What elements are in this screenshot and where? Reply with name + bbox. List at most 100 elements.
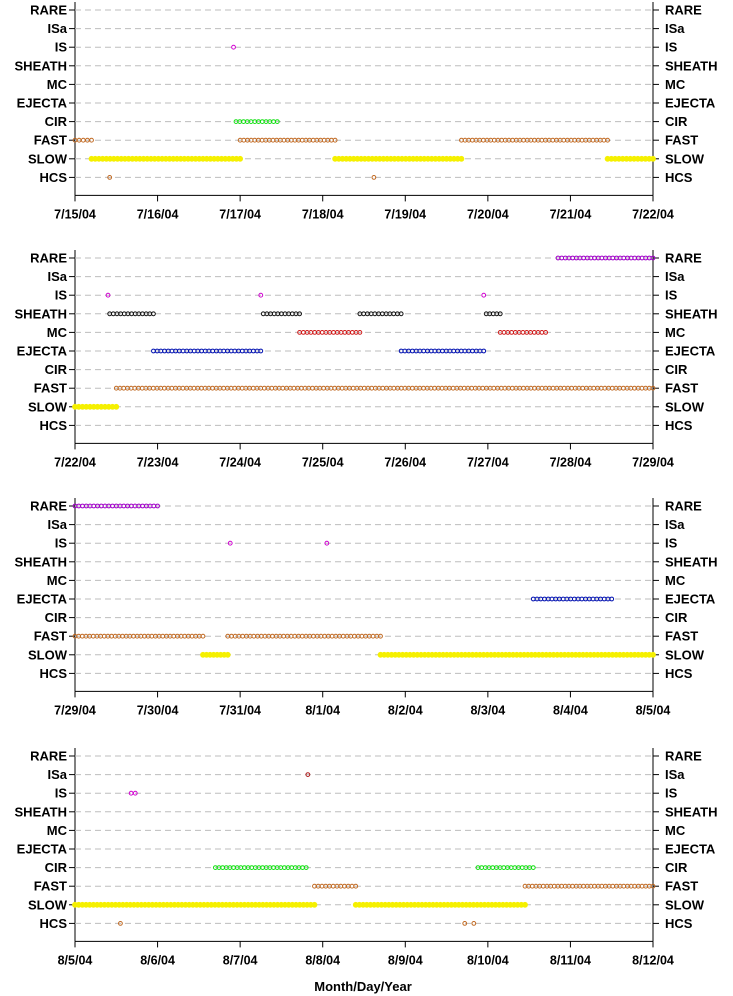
- x-tick-label: 8/5/04: [58, 953, 93, 967]
- data-point-mc: [331, 330, 336, 335]
- x-tick-label: 8/9/04: [388, 953, 423, 967]
- data-point-is: [324, 540, 330, 546]
- x-tick-label: 7/21/04: [550, 207, 592, 221]
- interval-is: [324, 540, 330, 546]
- interval-slow: [332, 155, 465, 162]
- y-label-left-ejecta: EJECTA: [17, 842, 68, 857]
- interval-ejecta: [151, 348, 264, 354]
- x-tick-label: 7/23/04: [137, 455, 179, 469]
- data-point-hcs: [471, 921, 477, 926]
- x-tick-label: 7/28/04: [550, 455, 592, 469]
- y-label-right-rare: RARE: [665, 3, 702, 18]
- x-tick-label: 8/6/04: [140, 953, 175, 967]
- y-label-left-isa: ISa: [47, 269, 67, 284]
- x-tick-label: 8/11/04: [550, 953, 591, 967]
- interval-cir: [212, 865, 309, 870]
- data-point-sheath: [398, 311, 404, 317]
- interval-hcs: [107, 175, 113, 180]
- y-label-left-slow: SLOW: [28, 151, 68, 166]
- interval-hcs: [462, 921, 468, 926]
- x-tick-label: 7/29/04: [54, 703, 96, 717]
- y-label-left-isa: ISa: [47, 767, 67, 782]
- data-point-sheath: [497, 311, 503, 317]
- y-label-left-isa: ISa: [47, 21, 67, 36]
- y-label-left-sheath: SHEATH: [15, 804, 67, 819]
- y-label-left-hcs: HCS: [40, 418, 68, 433]
- interval-hcs: [118, 921, 123, 926]
- y-label-left-rare: RARE: [30, 3, 67, 18]
- y-label-right-is: IS: [665, 786, 678, 801]
- interval-rare: [555, 255, 656, 261]
- y-label-left-mc: MC: [47, 573, 68, 588]
- y-label-right-rare: RARE: [665, 251, 702, 266]
- interval-slow: [88, 155, 244, 162]
- data-point-fast: [605, 137, 610, 143]
- y-label-right-fast: FAST: [665, 133, 698, 148]
- x-tick-label: 7/24/04: [219, 455, 261, 469]
- data-point-rare: [155, 503, 160, 509]
- data-point-is: [227, 540, 233, 546]
- interval-cir: [475, 865, 536, 870]
- data-point-fast: [80, 137, 86, 143]
- x-tick-label: 7/19/04: [384, 207, 426, 221]
- x-tick-label: 7/15/04: [54, 207, 96, 221]
- y-label-right-sheath: SHEATH: [665, 306, 717, 321]
- data-point-fast: [330, 883, 336, 889]
- data-point-slow: [113, 403, 120, 410]
- y-label-right-hcs: HCS: [665, 418, 693, 433]
- interval-sheath: [260, 311, 302, 317]
- data-point-fast: [650, 385, 656, 391]
- interval-fast: [72, 137, 94, 143]
- interval-hcs: [471, 921, 477, 926]
- data-point-sheath: [297, 311, 302, 317]
- y-label-right-hcs: HCS: [665, 666, 693, 681]
- y-label-left-sheath: SHEATH: [15, 306, 67, 321]
- data-point-slow: [650, 651, 656, 658]
- y-label-right-isa: ISa: [665, 767, 685, 782]
- x-tick-label: 7/30/04: [137, 703, 179, 717]
- data-point-rare: [650, 255, 656, 261]
- data-point-fast: [650, 883, 656, 889]
- y-label-left-hcs: HCS: [40, 916, 68, 931]
- data-point-ejecta: [470, 348, 475, 354]
- data-point-is: [231, 44, 236, 50]
- y-label-left-sheath: SHEATH: [15, 554, 67, 569]
- data-point-rare: [80, 503, 85, 509]
- interval-sheath: [483, 311, 503, 317]
- panel-3: RARE RARE ISa ISa IS IS SHEATH SHEATH MC MC EJECTA…: [15, 498, 717, 717]
- y-label-right-slow: SLOW: [665, 151, 705, 166]
- x-tick-label: 7/22/04: [54, 455, 96, 469]
- data-point-mc: [349, 330, 355, 335]
- y-label-left-cir: CIR: [45, 610, 68, 625]
- y-label-left-cir: CIR: [45, 114, 68, 129]
- data-point-hcs: [118, 921, 123, 926]
- data-point-is: [481, 292, 487, 298]
- interval-isa: [305, 772, 311, 777]
- x-tick-label: 7/22/04: [632, 207, 674, 221]
- y-label-right-is: IS: [665, 536, 678, 551]
- x-tick-label: 8/3/04: [470, 703, 505, 717]
- data-point-fast: [89, 137, 94, 143]
- data-point-ejecta: [440, 348, 445, 354]
- y-label-right-rare: RARE: [665, 499, 702, 514]
- y-label-right-slow: SLOW: [665, 399, 705, 414]
- x-tick-label: 8/5/04: [636, 703, 671, 717]
- y-label-right-is: IS: [665, 288, 678, 303]
- data-point-sheath: [361, 311, 367, 317]
- y-label-left-cir: CIR: [45, 362, 68, 377]
- interval-sheath: [357, 311, 404, 317]
- interval-slow: [352, 901, 528, 908]
- interval-ejecta: [530, 596, 615, 602]
- data-point-ejecta: [258, 348, 264, 354]
- y-label-right-mc: MC: [665, 573, 686, 588]
- interval-is: [231, 44, 236, 50]
- data-point-fast: [332, 137, 338, 143]
- y-label-left-hcs: HCS: [40, 170, 68, 185]
- y-label-left-slow: SLOW: [28, 897, 68, 912]
- interval-slow: [72, 901, 318, 908]
- interval-slow: [377, 651, 656, 658]
- y-label-left-sheath: SHEATH: [15, 58, 67, 73]
- x-tick-label: 7/17/04: [219, 207, 261, 221]
- interval-is: [105, 292, 111, 298]
